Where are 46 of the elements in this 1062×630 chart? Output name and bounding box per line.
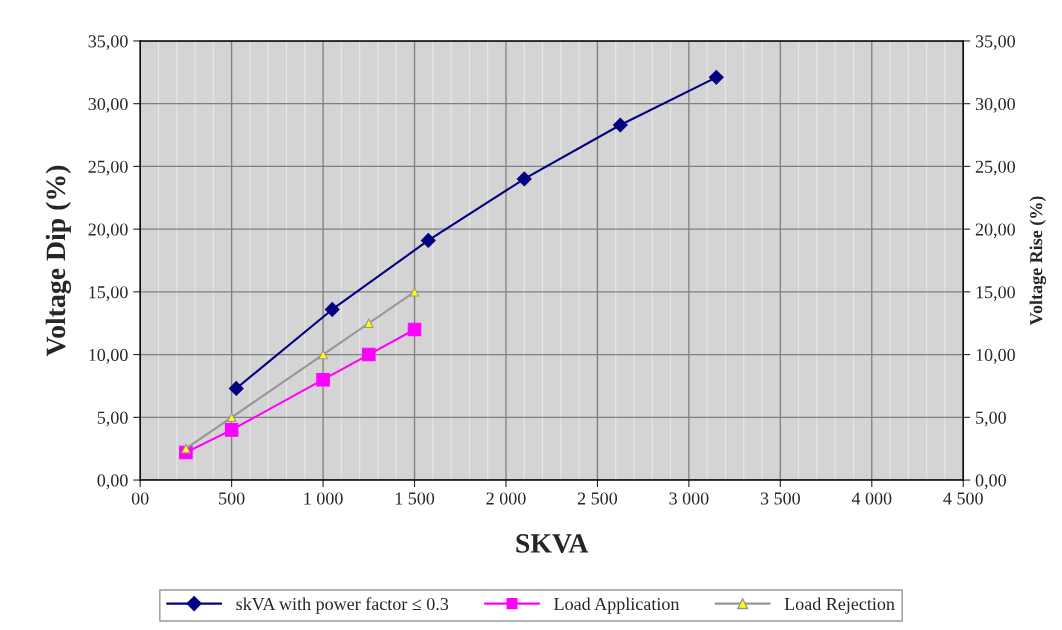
point xyxy=(226,412,237,423)
point xyxy=(409,287,420,297)
x-tick-label: 00 xyxy=(131,492,149,505)
y-tick-label: 20,00 xyxy=(88,223,128,239)
legend-label: Load Rejection xyxy=(784,597,895,614)
y2-tick-label: 25,00 xyxy=(975,160,1015,176)
y2-tick-label: 10,00 xyxy=(976,348,1015,364)
y-tick-label: 15,00 xyxy=(89,286,128,301)
x-tick-label: 1 000 xyxy=(304,492,343,505)
y-tick-label: 35,00 xyxy=(88,35,128,50)
y-tick-label: 0,00 xyxy=(97,474,128,490)
y2-axis-title: Voltage Rise (%) xyxy=(1029,196,1047,326)
x-tick-label: 1 500 xyxy=(395,492,435,505)
point xyxy=(224,423,239,437)
y2-tick-label: 20,00 xyxy=(975,223,1015,239)
y2-tick-label: 15,00 xyxy=(976,286,1015,301)
y2-tick-label: 0,00 xyxy=(975,474,1006,490)
x-tick-label: 4 000 xyxy=(851,492,892,505)
point xyxy=(324,302,340,317)
point xyxy=(612,117,628,133)
point xyxy=(708,69,724,85)
point xyxy=(318,349,328,360)
point xyxy=(420,233,436,248)
y2-tick-label: 5,00 xyxy=(976,411,1006,427)
x-tick-label: 2 500 xyxy=(577,492,618,505)
point xyxy=(316,372,330,387)
x-axis-title: SKVA xyxy=(516,534,589,553)
point xyxy=(407,322,422,337)
y2-tick-label: 30,00 xyxy=(975,97,1015,113)
y-axis-title: Voltage Dip (%) xyxy=(45,165,72,357)
point xyxy=(228,381,244,396)
point xyxy=(362,347,376,362)
legend-label: skVA with power factor ≤ 0.3 xyxy=(236,597,449,614)
y2-tick-label: 35,00 xyxy=(975,35,1015,50)
x-tick-label: 3 000 xyxy=(669,492,709,505)
point xyxy=(516,171,532,187)
x-tick-label: 3 500 xyxy=(760,492,800,505)
x-tick-label: 2 000 xyxy=(486,492,526,505)
point xyxy=(364,318,374,328)
legend-label: Load Application xyxy=(554,597,680,614)
x-tick-label: 4 500 xyxy=(943,492,983,505)
y-tick-label: 25,00 xyxy=(88,160,128,176)
y-tick-label: 5,00 xyxy=(97,411,128,427)
x-tick-label: 500 xyxy=(219,492,245,505)
y-tick-label: 30,00 xyxy=(88,97,128,113)
y-tick-label: 10,00 xyxy=(89,348,128,364)
